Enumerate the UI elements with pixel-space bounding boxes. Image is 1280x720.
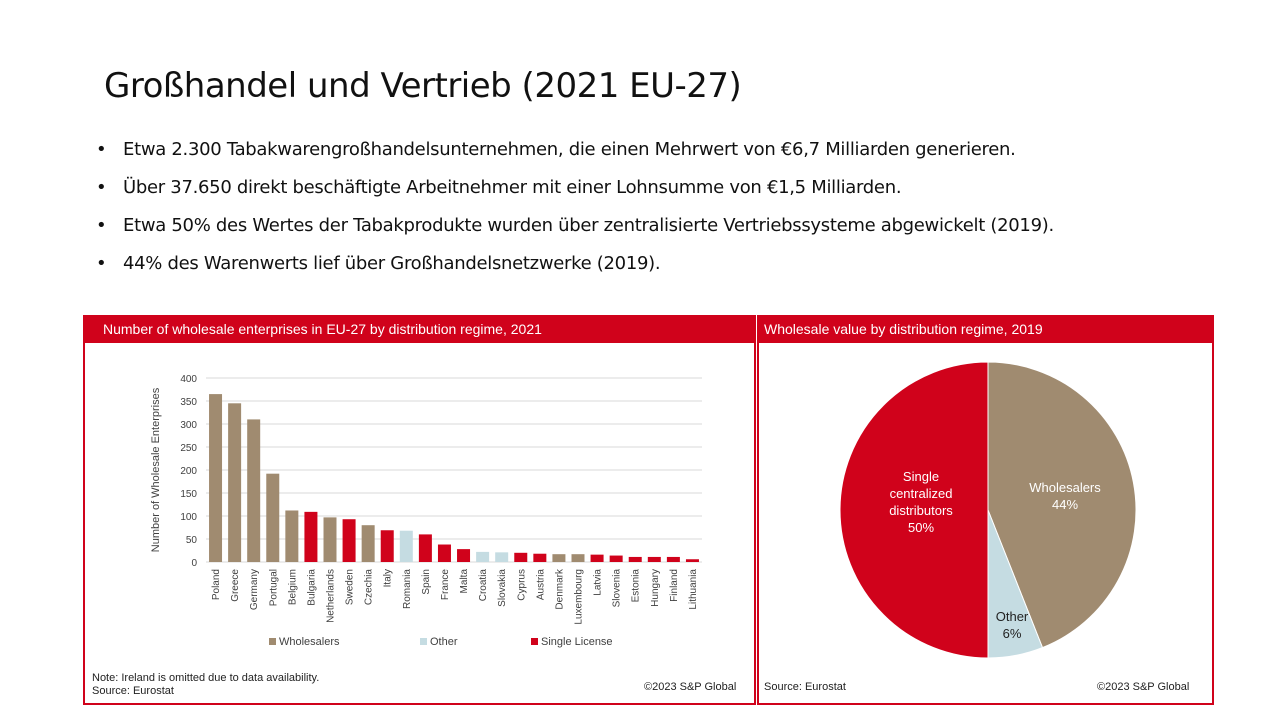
- y-tick-label: 0: [191, 558, 197, 569]
- pie-slice: [839, 361, 989, 659]
- x-tick-label: Latvia: [593, 569, 604, 596]
- legend-swatch: [531, 638, 538, 645]
- legend-label: Single License: [541, 636, 613, 648]
- pie-chart: Wholesalers 44% Other 6% Single centralized di…: [839, 361, 1137, 659]
- x-tick-label: Denmark: [554, 568, 565, 610]
- bullet-text: Etwa 50% des Wertes der Tabakprodukte wu…: [123, 215, 1054, 236]
- bullet-marker: •: [96, 139, 107, 160]
- y-tick-label: 250: [180, 443, 197, 454]
- bullet-list: • Etwa 2.300 Tabakwarengroßhandelsunterne…: [96, 136, 1054, 288]
- x-tick-label: Germany: [249, 569, 260, 610]
- bullet-item: • Über 37.650 direkt beschäftigte Arbeitn…: [96, 174, 1054, 212]
- x-tick-label: Belgium: [287, 569, 298, 605]
- bar: [476, 551, 490, 562]
- x-tick-label: Slovakia: [497, 569, 508, 607]
- pie-slice: [987, 361, 1137, 649]
- y-tick-label: 50: [186, 535, 198, 546]
- bar: [361, 525, 375, 562]
- bar: [418, 534, 432, 562]
- x-tick-label: Luxembourg: [574, 569, 585, 625]
- bullet-marker: •: [96, 215, 107, 236]
- bar: [666, 556, 680, 562]
- x-tick-label: Slovenia: [612, 569, 623, 608]
- bar-chart: 0 50 100 150 200 250 300 350 400 Number of Wholes…: [150, 374, 702, 648]
- bar: [247, 419, 261, 562]
- x-tick-label: Spain: [421, 569, 432, 595]
- y-tick-label: 400: [180, 374, 197, 385]
- bar: [380, 530, 394, 562]
- bullet-text: Über 37.650 direkt beschäftigte Arbeitne…: [123, 177, 902, 198]
- x-tick-label: Czechia: [364, 569, 375, 606]
- x-tick-label: Sweden: [345, 569, 356, 605]
- legend-label: Wholesalers: [279, 636, 340, 648]
- x-tick-label: Italy: [383, 569, 394, 587]
- pie-chart-source: Source: Eurostat: [764, 681, 846, 693]
- bar: [457, 549, 471, 562]
- bar: [552, 554, 566, 562]
- bar: [628, 556, 642, 562]
- bar: [209, 394, 223, 562]
- bar-chart-note: Note: Ireland is omitted due to data ava…: [92, 672, 320, 684]
- x-tick-label: France: [440, 569, 451, 601]
- pie-slice-label: Single centralized distributors 50%: [889, 469, 953, 535]
- bar: [571, 554, 585, 562]
- pie-chart-copyright: ©2023 S&P Global: [1097, 681, 1190, 693]
- legend-swatch: [269, 638, 276, 645]
- bar: [323, 517, 337, 562]
- x-tick-label: Portugal: [268, 569, 279, 606]
- y-tick-label: 150: [180, 489, 197, 500]
- bar-chart-panel: Number of wholesale enterprises in EU-27…: [83, 315, 756, 705]
- pie-chart-panel: Wholesale value by distribution regime, …: [757, 315, 1214, 705]
- bar: [495, 552, 509, 562]
- bullet-item: • 44% des Warenwerts lief über Großhandel…: [96, 250, 1054, 288]
- y-axis-label: Number of Wholesale Enterprises: [150, 387, 162, 552]
- bar: [514, 552, 528, 562]
- y-tick-label: 350: [180, 397, 197, 408]
- bar: [609, 555, 623, 562]
- x-tick-label: Netherlands: [326, 569, 337, 623]
- slide-title: Großhandel und Vertrieb (2021 EU-27): [104, 66, 742, 106]
- bar: [437, 544, 451, 562]
- bullet-marker: •: [96, 177, 107, 198]
- bar: [685, 559, 699, 562]
- bullet-text: 44% des Warenwerts lief über Großhandels…: [123, 253, 661, 274]
- x-tick-label: Greece: [230, 569, 241, 602]
- bullet-item: • Etwa 50% des Wertes der Tabakprodukte w…: [96, 212, 1054, 250]
- y-tick-label: 100: [180, 512, 197, 523]
- bar: [304, 511, 318, 562]
- x-tick-label: Croatia: [478, 569, 489, 602]
- x-tick-label: Cyprus: [516, 569, 527, 601]
- x-tick-label: Lithuania: [688, 569, 699, 610]
- x-tick-label: Austria: [535, 569, 546, 601]
- pie-chart-header: Wholesale value by distribution regime, …: [759, 317, 1212, 343]
- bar: [647, 556, 661, 562]
- bar: [399, 530, 413, 562]
- bar: [533, 553, 547, 562]
- x-tick-label: Estonia: [631, 569, 642, 603]
- x-tick-label: Finland: [669, 569, 680, 602]
- legend-label: Other: [430, 636, 458, 648]
- y-tick-label: 200: [180, 466, 197, 477]
- x-tick-label: Bulgaria: [306, 569, 317, 606]
- bar-chart-source: Source: Eurostat: [92, 685, 174, 697]
- bullet-text: Etwa 2.300 Tabakwarengroßhandelsunterneh…: [123, 139, 1016, 160]
- x-tick-label: Hungary: [650, 569, 661, 607]
- bar-chart-copyright: ©2023 S&P Global: [644, 681, 737, 693]
- legend-swatch: [420, 638, 427, 645]
- bar: [590, 554, 604, 562]
- pie-slice-label: Other 6%: [996, 609, 1029, 641]
- bullet-marker: •: [96, 253, 107, 274]
- bar-chart-header: Number of wholesale enterprises in EU-27…: [85, 317, 754, 343]
- y-tick-label: 300: [180, 420, 197, 431]
- bar: [266, 473, 280, 562]
- bar: [285, 510, 299, 562]
- x-tick-label: Poland: [211, 569, 222, 600]
- bar: [342, 519, 356, 562]
- bullet-item: • Etwa 2.300 Tabakwarengroßhandelsunterne…: [96, 136, 1054, 174]
- bar: [228, 403, 242, 562]
- x-tick-label: Romania: [402, 569, 413, 609]
- pie-slice-label: Wholesalers 44%: [1029, 480, 1101, 512]
- x-tick-label: Malta: [459, 569, 470, 594]
